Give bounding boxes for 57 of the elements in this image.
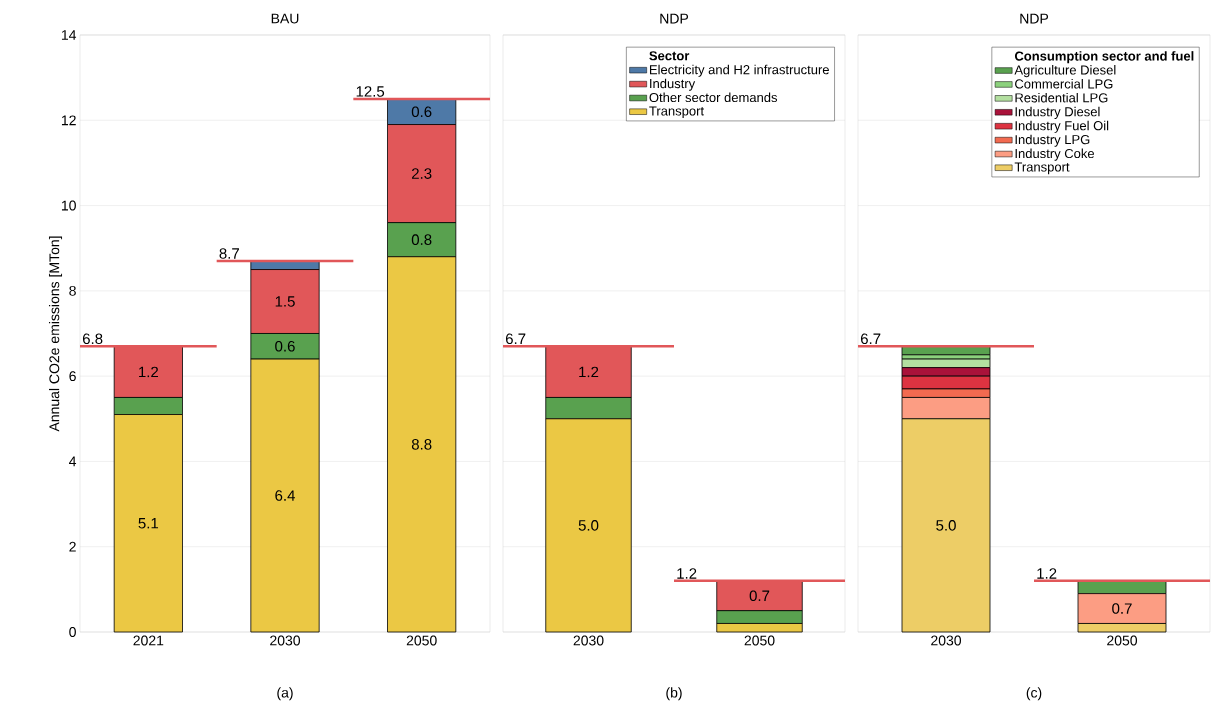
legend-label: Industry — [650, 78, 696, 91]
data-label: 0.7 — [1112, 603, 1132, 614]
legend-label: Other sector demands — [649, 92, 778, 103]
total-label: 1.2 — [677, 568, 697, 579]
legend-label: Residential LPG — [1015, 92, 1108, 103]
y-tick-label: 6 — [69, 371, 76, 382]
x-tick-label: 2050 — [1107, 635, 1138, 646]
y-tick-label: 10 — [61, 200, 76, 211]
total-label: 6.8 — [82, 333, 103, 345]
legend-label: Industry Coke — [1015, 148, 1095, 161]
data-label: 6.4 — [275, 490, 295, 501]
x-tick-label: 2050 — [744, 635, 775, 646]
total-label: 12.5 — [356, 86, 385, 97]
legend-label: Electricity and H2 infrastructure — [649, 64, 829, 77]
total-label: 8.7 — [219, 248, 239, 259]
legend-label: Industry Diesel — [1015, 106, 1100, 119]
legend-title: Sector — [649, 51, 690, 61]
data-label: 5.0 — [578, 520, 599, 531]
x-tick-label: 2050 — [406, 635, 437, 646]
legend-label: Industry Fuel Oil — [1015, 120, 1109, 133]
legend-label: Agriculture Diesel — [1014, 65, 1116, 78]
chart-title: NDP — [1020, 13, 1049, 24]
y-tick-label: 2 — [69, 541, 76, 552]
x-tick-label: 2030 — [270, 635, 301, 646]
y-tick-label: 12 — [61, 115, 76, 126]
legend-label: Transport — [649, 106, 704, 119]
data-label: 8.8 — [411, 439, 432, 450]
data-label: 2.3 — [412, 168, 432, 179]
y-tick-label: 8 — [69, 285, 76, 296]
data-label: 1.5 — [275, 296, 295, 307]
data-label: 1.2 — [579, 366, 599, 378]
legend-label: Commercial LPG — [1015, 78, 1113, 89]
total-label: 1.2 — [1037, 568, 1057, 579]
data-label: 5.0 — [936, 520, 956, 531]
legend-label: Industry LPG — [1015, 134, 1090, 147]
data-label: 1.2 — [139, 366, 159, 378]
x-axis-title: (c) — [1026, 687, 1042, 701]
data-label: 5.1 — [138, 518, 159, 529]
legend-label: Transport — [1014, 162, 1070, 175]
data-label: 0.6 — [411, 106, 432, 118]
data-label: 0.7 — [749, 590, 770, 602]
y-tick-label: 0 — [69, 627, 76, 637]
data-label: 0.8 — [411, 234, 432, 245]
chart-title: BAU — [271, 13, 299, 24]
x-axis-title: (b) — [666, 687, 682, 701]
legend-title: Consumption sector and fuel — [1014, 51, 1194, 64]
total-label: 6.7 — [860, 333, 881, 345]
x-tick-label: 2030 — [931, 635, 962, 646]
x-tick-label: 2030 — [573, 635, 604, 646]
y-tick-label: 4 — [69, 456, 77, 467]
total-label: 6.7 — [505, 333, 526, 345]
x-axis-title: (a) — [277, 687, 293, 701]
data-label: 0.6 — [275, 340, 295, 352]
y-tick-label: 14 — [61, 30, 77, 40]
x-tick-label: 2021 — [133, 635, 164, 646]
y-axis-title: Annual CO2e emissions [MTon] — [48, 236, 63, 432]
chart-title: NDP — [660, 13, 689, 24]
